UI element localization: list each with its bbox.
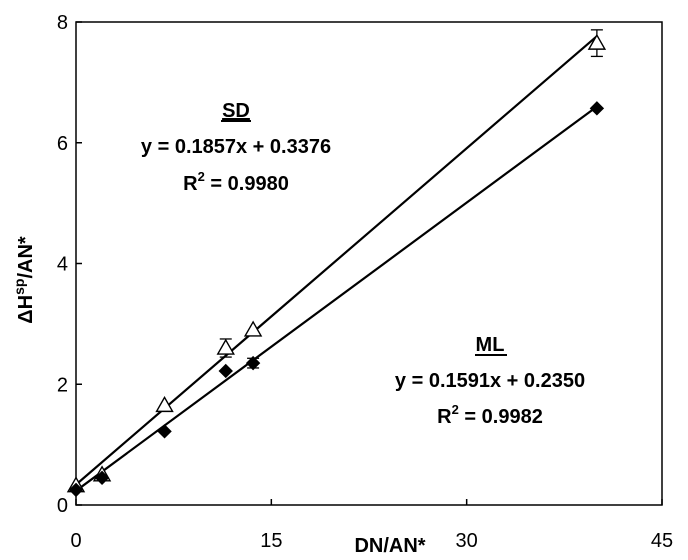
ml-data-point: [157, 424, 172, 439]
x-tick-label: 45: [651, 530, 673, 552]
y-tick-label: 8: [57, 12, 68, 34]
sd-r2-value: = 0.9980: [205, 173, 289, 195]
sd-equation: y = 0.1857x + 0.3376: [141, 136, 331, 158]
y-tick-label: 2: [57, 374, 68, 396]
sd-annotation-label: SD: [222, 100, 250, 122]
ml-annotation-label: ML: [476, 334, 505, 356]
ml-equation: y = 0.1591x + 0.2350: [395, 370, 585, 392]
y-tick-label: 6: [57, 133, 68, 155]
x-tick-label: 30: [456, 530, 478, 552]
tick-labels: 0 2 4 6 8 0 15 30 45: [57, 12, 673, 552]
sd-data-point: [243, 320, 263, 337]
sd-r2-superscript: 2: [198, 169, 205, 184]
ml-data-point: [68, 482, 84, 498]
ml-trendline: [75, 105, 598, 492]
sd-data-point: [155, 395, 174, 413]
y-tick-label: 4: [57, 254, 68, 276]
axes: [75, 21, 663, 506]
x-axis-title: DN/AN*: [354, 535, 425, 557]
ml-r2-superscript: 2: [452, 402, 459, 417]
sd-data-point: [216, 338, 235, 355]
ml-data-point: [589, 101, 605, 116]
y-tick-label: 0: [57, 495, 68, 517]
y-axis-title: ΔHsp/AN*: [11, 236, 37, 324]
ml-data-point: [245, 355, 261, 371]
sd-data-point: [587, 33, 607, 50]
ml-r2-value: = 0.9982: [459, 406, 543, 428]
data-markers: [66, 33, 607, 498]
sd-r2-prefix: R: [183, 173, 198, 195]
ml-data-point: [94, 470, 110, 486]
ml-r2-prefix: R: [437, 406, 452, 428]
y-axis-title-superscript: sp: [11, 279, 27, 295]
y-axis-title-prefix: ΔH: [15, 295, 37, 324]
ml-data-point: [218, 363, 233, 379]
sd-r-squared: R2 = 0.9980: [183, 169, 289, 195]
x-tick-label: 0: [70, 530, 81, 552]
ml-r-squared: R2 = 0.9982: [437, 402, 543, 428]
x-tick-label: 15: [260, 530, 282, 552]
y-axis-title-suffix: /AN*: [15, 236, 37, 278]
